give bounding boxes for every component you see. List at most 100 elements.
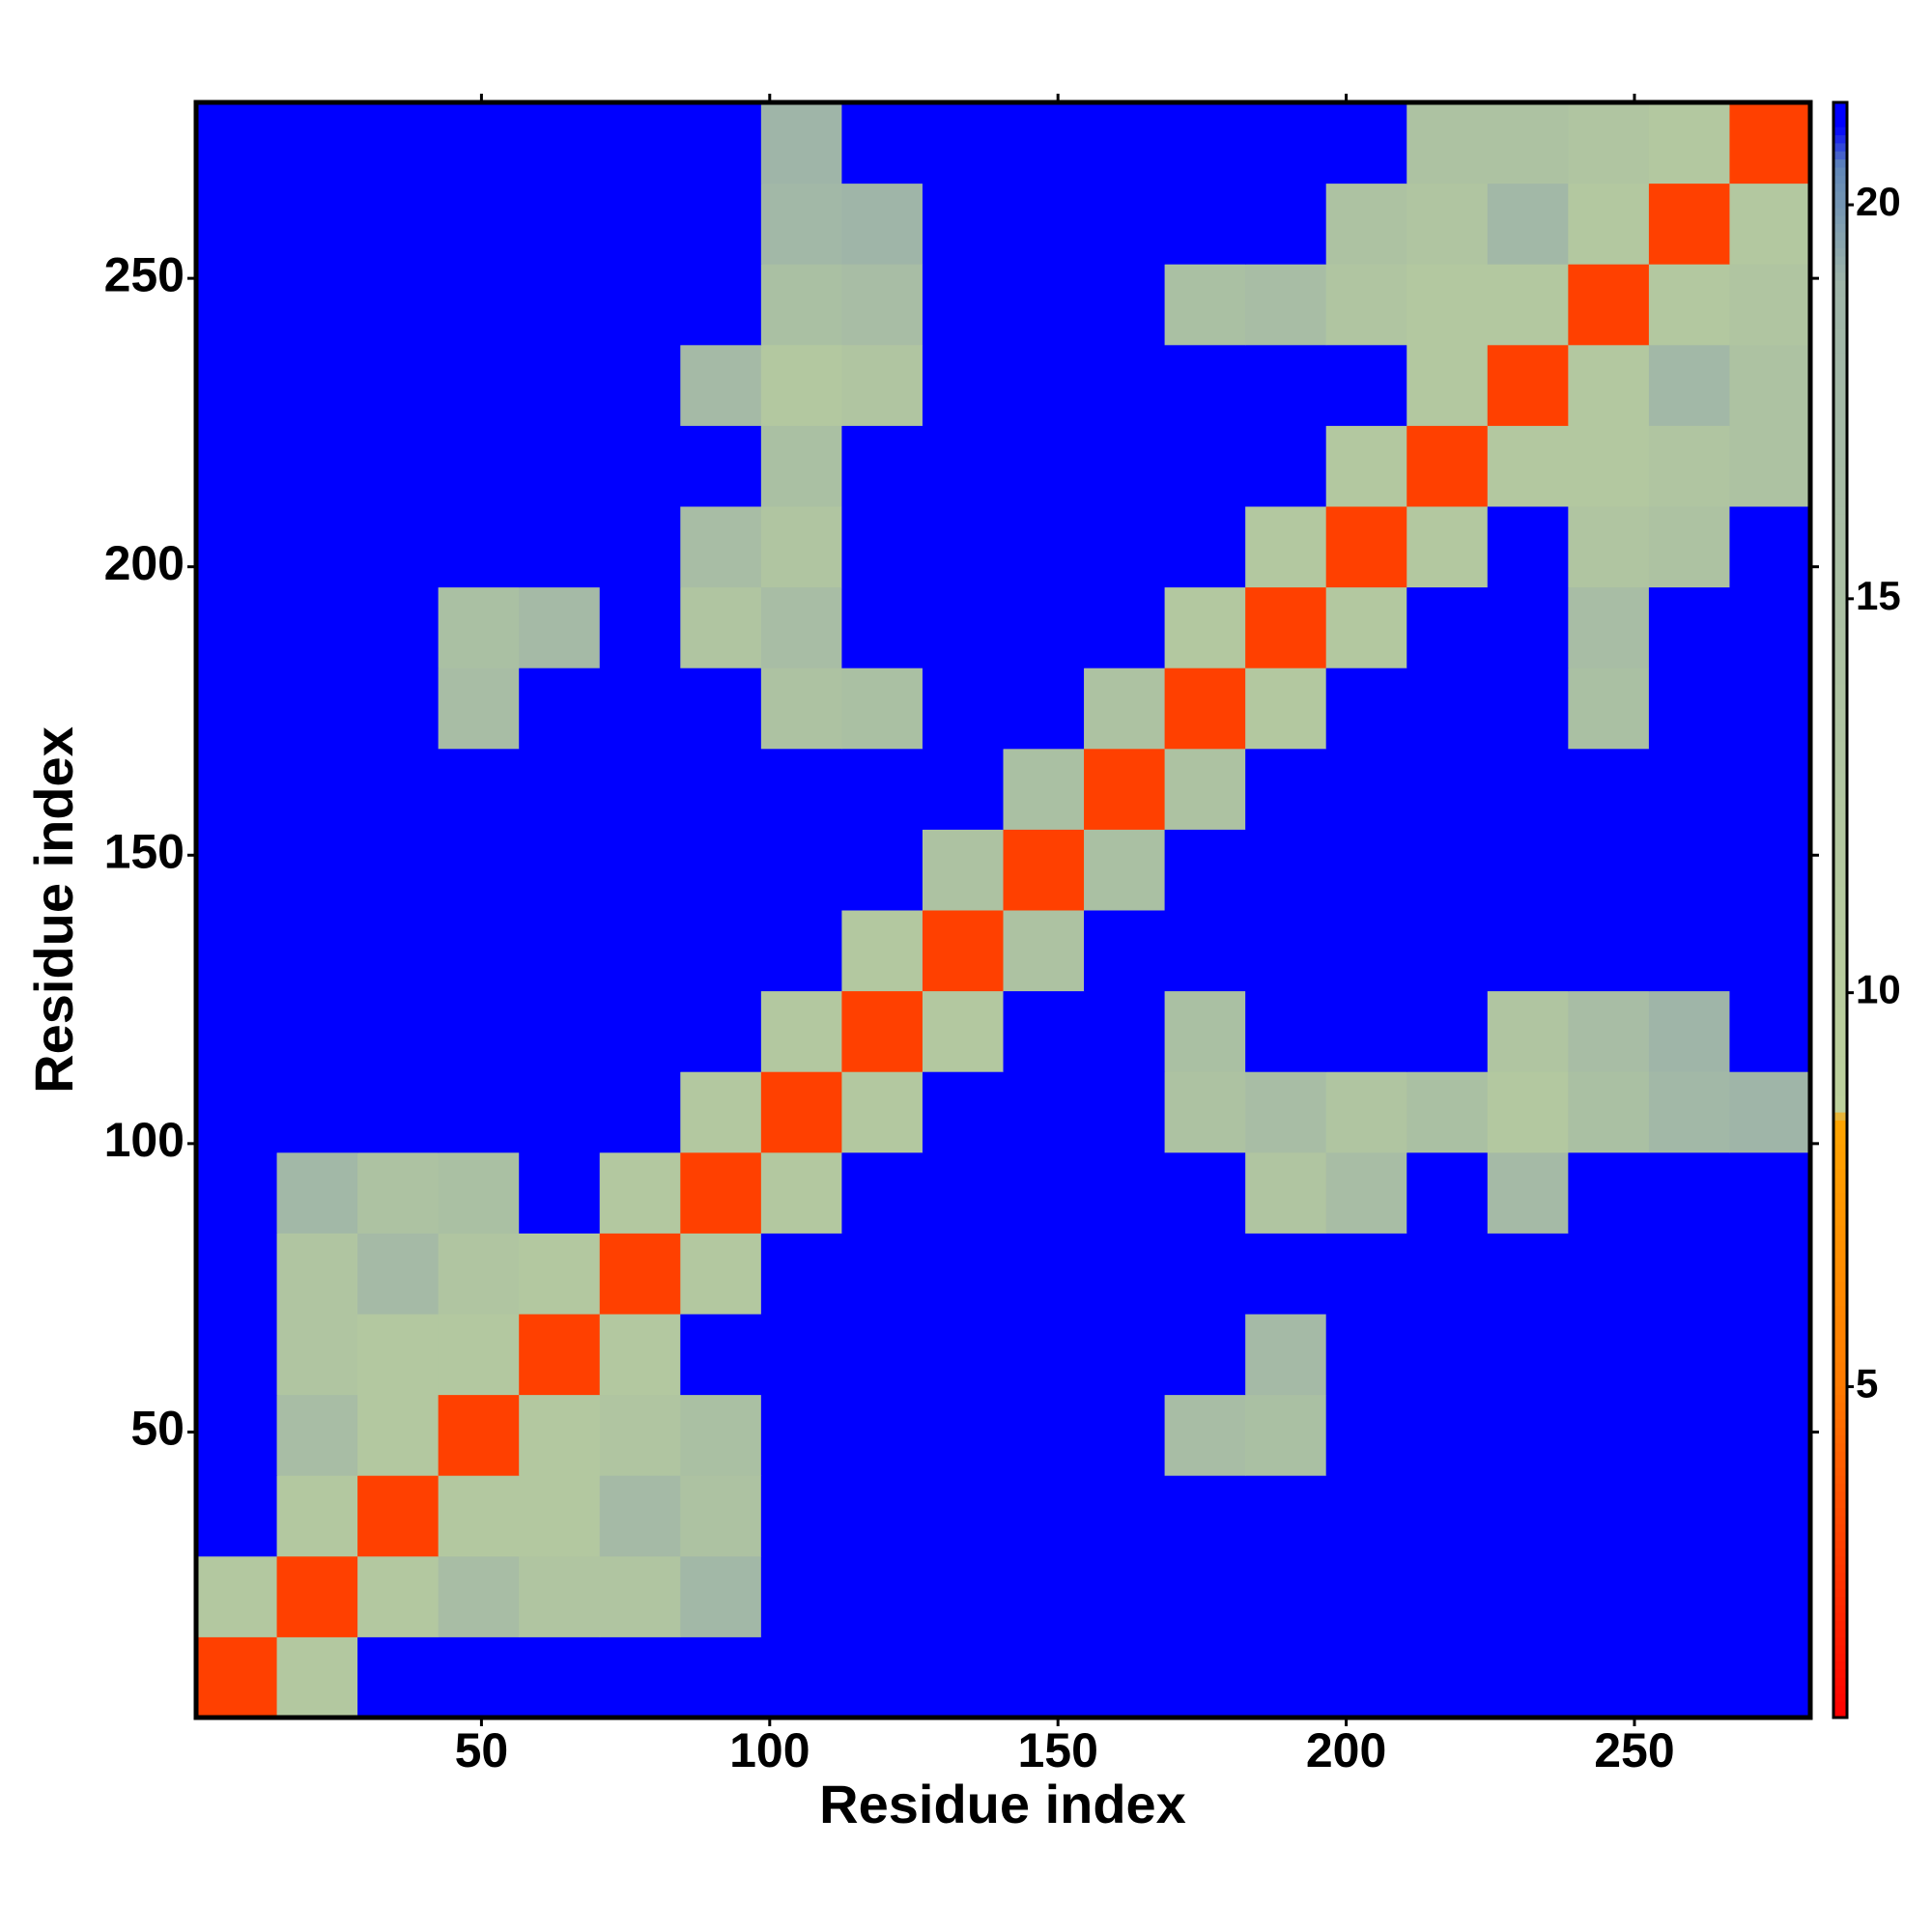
heatmap-cell xyxy=(1003,829,1085,911)
colorbar-step xyxy=(1833,1386,1847,1396)
colorbar-step xyxy=(1833,134,1847,144)
heatmap-cell xyxy=(519,1233,601,1315)
heatmap-cell xyxy=(1729,829,1811,911)
colorbar-step xyxy=(1833,1394,1847,1404)
colorbar-step xyxy=(1833,659,1847,668)
heatmap-cell xyxy=(1406,829,1489,911)
heatmap-cell xyxy=(357,990,440,1072)
colorbar-step xyxy=(1833,1023,1847,1032)
heatmap-cell xyxy=(1729,183,1811,265)
y-tick-label: 200 xyxy=(104,536,185,590)
colorbar-step xyxy=(1833,1636,1847,1646)
colorbar-step xyxy=(1833,812,1847,822)
colorbar-step xyxy=(1833,570,1847,580)
heatmap-cell xyxy=(1325,990,1407,1072)
heatmap-cell xyxy=(1487,102,1569,185)
heatmap-cell xyxy=(1084,668,1166,750)
colorbar-step xyxy=(1833,409,1847,418)
colorbar-step xyxy=(1833,1338,1847,1348)
colorbar-tick-label: 5 xyxy=(1856,1361,1878,1406)
heatmap-cell xyxy=(922,102,1004,185)
colorbar-step xyxy=(1833,1095,1847,1105)
colorbar-step xyxy=(1833,1184,1847,1194)
heatmap-cell xyxy=(276,1151,358,1234)
colorbar-step xyxy=(1833,675,1847,685)
colorbar-step xyxy=(1833,497,1847,507)
heatmap-cell xyxy=(1648,344,1730,426)
colorbar-step xyxy=(1833,183,1847,192)
heatmap-cell xyxy=(922,586,1004,668)
colorbar-step xyxy=(1833,466,1847,475)
heatmap-cell xyxy=(760,1314,842,1396)
heatmap-cell xyxy=(357,1636,440,1719)
heatmap-cell xyxy=(357,1475,440,1557)
heatmap-cell xyxy=(1325,910,1407,992)
y-tick-label: 150 xyxy=(104,824,185,878)
heatmap-cell xyxy=(599,586,681,668)
colorbar-step xyxy=(1833,1709,1847,1719)
heatmap-cell xyxy=(276,1394,358,1476)
colorbar-step xyxy=(1833,1531,1847,1541)
colorbar-step xyxy=(1833,805,1847,814)
heatmap-cell xyxy=(276,748,358,830)
heatmap-cell xyxy=(438,586,520,668)
colorbar-step xyxy=(1833,247,1847,257)
heatmap-cell xyxy=(599,1475,681,1557)
colorbar-step xyxy=(1833,1079,1847,1089)
colorbar: 5 10 15 20 xyxy=(1832,100,1901,1719)
colorbar-step xyxy=(1833,966,1847,976)
colorbar-step xyxy=(1833,950,1847,959)
heatmap-cell xyxy=(276,425,358,507)
plot-frame xyxy=(193,99,1813,1720)
colorbar-step xyxy=(1833,1540,1847,1549)
heatmap-cell xyxy=(1729,910,1811,992)
colorbar-step xyxy=(1833,869,1847,879)
heatmap-cell xyxy=(760,1636,842,1719)
colorbar-step xyxy=(1833,1160,1847,1170)
heatmap-cell xyxy=(1648,668,1730,750)
heatmap-cell xyxy=(276,1233,358,1315)
colorbar-step xyxy=(1833,627,1847,637)
heatmap-cell xyxy=(1003,1636,1085,1719)
colorbar-step xyxy=(1833,1014,1847,1024)
heatmap-cell xyxy=(841,1555,923,1637)
heatmap-cell xyxy=(922,748,1004,830)
heatmap-cell xyxy=(1003,102,1085,185)
colorbar-step xyxy=(1833,643,1847,653)
colorbar-step xyxy=(1833,594,1847,604)
heatmap-cell xyxy=(438,344,520,426)
colorbar-step xyxy=(1833,1668,1847,1678)
colorbar-step xyxy=(1833,433,1847,442)
heatmap-cell xyxy=(1325,1071,1407,1153)
colorbar-step xyxy=(1833,530,1847,540)
heatmap-cell xyxy=(357,264,440,346)
heatmap-cell xyxy=(1003,910,1085,992)
heatmap-cell xyxy=(519,748,601,830)
heatmap-cell xyxy=(1325,1475,1407,1557)
heatmap-cell xyxy=(1003,425,1085,507)
colorbar-step xyxy=(1833,304,1847,313)
heatmap-cell xyxy=(1406,1555,1489,1637)
colorbar-step xyxy=(1833,1653,1847,1662)
heatmap-cell xyxy=(1648,264,1730,346)
heatmap-cell xyxy=(841,425,923,507)
colorbar-step xyxy=(1833,579,1847,588)
colorbar-step xyxy=(1833,635,1847,644)
heatmap-cell xyxy=(438,1233,520,1315)
heatmap-cell xyxy=(1245,910,1327,992)
y-tick-label: 50 xyxy=(130,1402,185,1456)
heatmap-cell xyxy=(1487,1071,1569,1153)
colorbar-step xyxy=(1833,651,1847,661)
heatmap-cell xyxy=(1325,425,1407,507)
heatmap-cell xyxy=(519,344,601,426)
heatmap-cell xyxy=(1245,425,1327,507)
heatmap-cell xyxy=(519,1636,601,1719)
heatmap-cell xyxy=(1406,264,1489,346)
colorbar-step xyxy=(1833,546,1847,555)
colorbar-step xyxy=(1833,377,1847,386)
axes: 50 100 150 200 250 50 100 150 200 250 xyxy=(104,94,1819,1777)
colorbar-step xyxy=(1833,1257,1847,1266)
heatmap-cell xyxy=(1568,748,1650,830)
heatmap-cell xyxy=(599,506,681,588)
heatmap-cell xyxy=(922,1151,1004,1234)
